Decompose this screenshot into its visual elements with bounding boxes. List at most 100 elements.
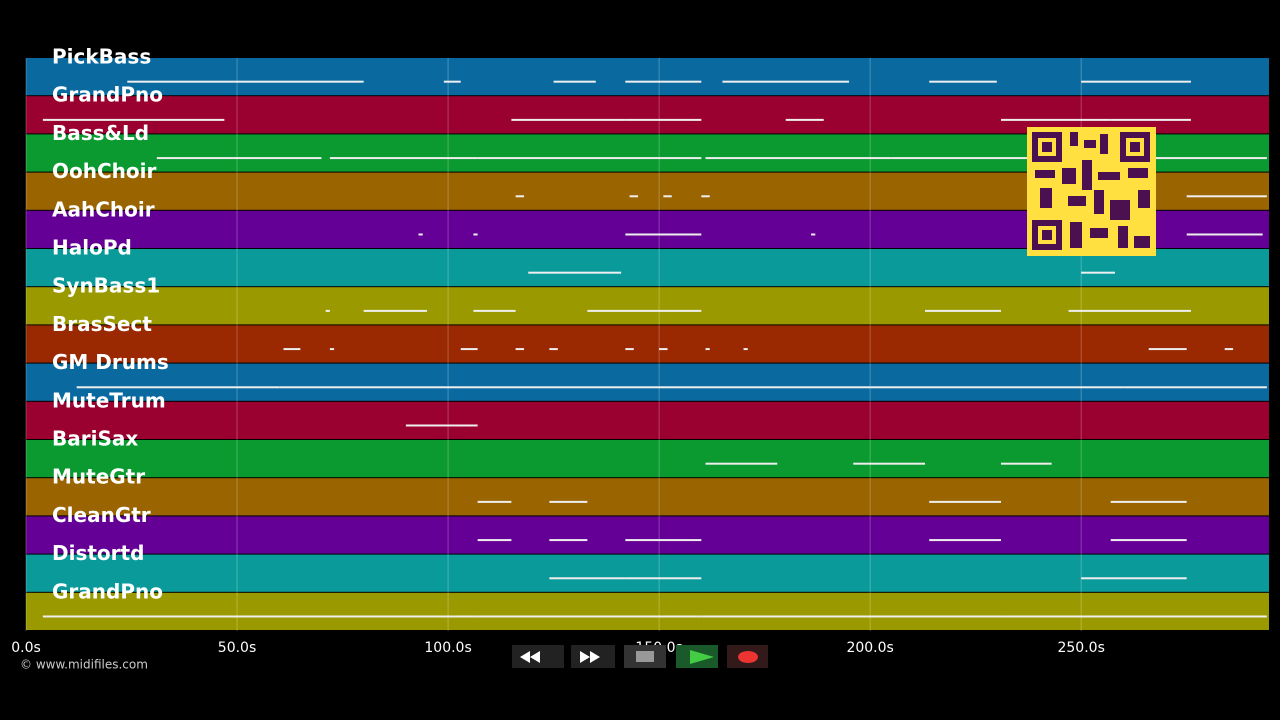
track-label: PickBass bbox=[52, 45, 151, 69]
note bbox=[663, 195, 672, 198]
note bbox=[1110, 118, 1191, 121]
track-band bbox=[26, 478, 1269, 516]
note bbox=[363, 309, 427, 312]
track-label: GrandPno bbox=[52, 579, 163, 603]
note bbox=[853, 462, 926, 465]
track-label: OohChoir bbox=[52, 159, 156, 183]
x-tick-label: 0.0s bbox=[11, 640, 41, 656]
note bbox=[1110, 539, 1187, 542]
note bbox=[929, 500, 1001, 503]
track-label: Bass&Ld bbox=[52, 121, 149, 145]
note bbox=[405, 424, 478, 427]
track-labels: PickBass GrandPno Bass&Ld OohChoir AahChoir H… bbox=[52, 45, 169, 604]
track-band bbox=[26, 363, 1269, 401]
note bbox=[625, 348, 634, 351]
note bbox=[625, 539, 702, 542]
note bbox=[705, 348, 710, 351]
note bbox=[1110, 500, 1187, 503]
track-band bbox=[26, 554, 1269, 592]
track-band bbox=[26, 516, 1269, 554]
note bbox=[477, 615, 702, 618]
note bbox=[283, 348, 301, 351]
note bbox=[1186, 195, 1267, 198]
note bbox=[929, 539, 1001, 542]
note bbox=[929, 80, 997, 83]
note bbox=[325, 309, 330, 312]
note bbox=[549, 348, 558, 351]
note bbox=[587, 309, 702, 312]
note bbox=[279, 386, 533, 389]
note bbox=[460, 348, 478, 351]
note bbox=[127, 80, 364, 83]
note bbox=[1224, 348, 1234, 351]
track-label: GM Drums bbox=[52, 350, 169, 374]
note bbox=[42, 615, 478, 618]
note bbox=[532, 386, 871, 389]
note bbox=[477, 500, 512, 503]
note bbox=[549, 500, 588, 503]
note bbox=[329, 157, 478, 160]
x-tick-label: 50.0s bbox=[218, 640, 256, 656]
note bbox=[1081, 80, 1191, 83]
note bbox=[553, 80, 596, 83]
note bbox=[701, 195, 710, 198]
note bbox=[625, 118, 702, 121]
note bbox=[891, 157, 1039, 160]
note bbox=[705, 462, 778, 465]
note bbox=[743, 348, 748, 351]
note bbox=[329, 348, 335, 351]
note bbox=[705, 157, 892, 160]
track-label: BariSax bbox=[52, 427, 138, 451]
note bbox=[549, 577, 626, 580]
x-tick-label: 250.0s bbox=[1057, 640, 1104, 656]
note bbox=[42, 118, 225, 121]
note bbox=[1081, 271, 1115, 274]
transport-controls bbox=[512, 645, 768, 668]
note bbox=[76, 386, 280, 389]
x-tick-label: 200.0s bbox=[846, 640, 893, 656]
track-label: HaloPd bbox=[52, 236, 132, 260]
note bbox=[156, 157, 322, 160]
note bbox=[1119, 157, 1267, 160]
track-band bbox=[26, 325, 1269, 363]
note bbox=[1148, 348, 1187, 351]
note bbox=[477, 539, 512, 542]
note bbox=[511, 118, 626, 121]
note bbox=[528, 271, 622, 274]
copyright: © www.midifiles.com bbox=[20, 658, 148, 672]
note bbox=[625, 80, 702, 83]
note bbox=[515, 195, 525, 198]
note bbox=[1186, 233, 1263, 236]
note bbox=[418, 233, 423, 236]
note bbox=[811, 233, 816, 236]
track-band bbox=[26, 287, 1269, 325]
x-tick-label: 100.0s bbox=[424, 640, 471, 656]
track-band bbox=[26, 401, 1269, 439]
track-band bbox=[26, 58, 1269, 96]
track-band bbox=[26, 440, 1269, 478]
track-label: GrandPno bbox=[52, 83, 163, 107]
note bbox=[477, 157, 702, 160]
track-label: BrasSect bbox=[52, 312, 152, 336]
track-band bbox=[26, 592, 1269, 630]
track-label: MuteGtr bbox=[52, 465, 145, 489]
note bbox=[1000, 118, 1111, 121]
note bbox=[659, 348, 668, 351]
track-label: MuteTrum bbox=[52, 388, 166, 412]
note bbox=[925, 309, 1001, 312]
note bbox=[549, 539, 588, 542]
note bbox=[1000, 462, 1052, 465]
track-label: CleanGtr bbox=[52, 503, 151, 527]
note bbox=[870, 386, 1124, 389]
track-label: SynBass1 bbox=[52, 274, 160, 298]
note bbox=[722, 80, 850, 83]
note bbox=[625, 233, 702, 236]
track-label: Distortd bbox=[52, 541, 144, 565]
qr-code bbox=[1027, 127, 1156, 256]
track-label: AahChoir bbox=[52, 197, 155, 221]
note bbox=[515, 348, 525, 351]
note bbox=[785, 118, 824, 121]
note bbox=[473, 233, 478, 236]
note bbox=[625, 577, 702, 580]
